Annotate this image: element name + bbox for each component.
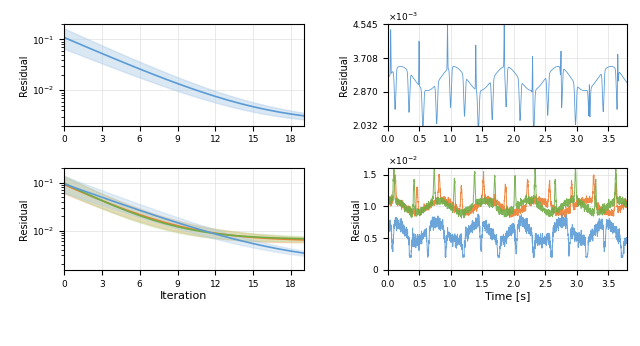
X-axis label: Iteration: Iteration (160, 291, 207, 301)
Text: $\times 10^{-3}$: $\times 10^{-3}$ (388, 11, 417, 23)
Text: $\times 10^{-2}$: $\times 10^{-2}$ (388, 155, 417, 167)
X-axis label: Time [s]: Time [s] (484, 291, 530, 301)
Y-axis label: Residual: Residual (19, 54, 29, 96)
Y-axis label: Residual: Residual (19, 198, 29, 240)
Y-axis label: Residual: Residual (351, 198, 361, 240)
Y-axis label: Residual: Residual (339, 54, 349, 96)
